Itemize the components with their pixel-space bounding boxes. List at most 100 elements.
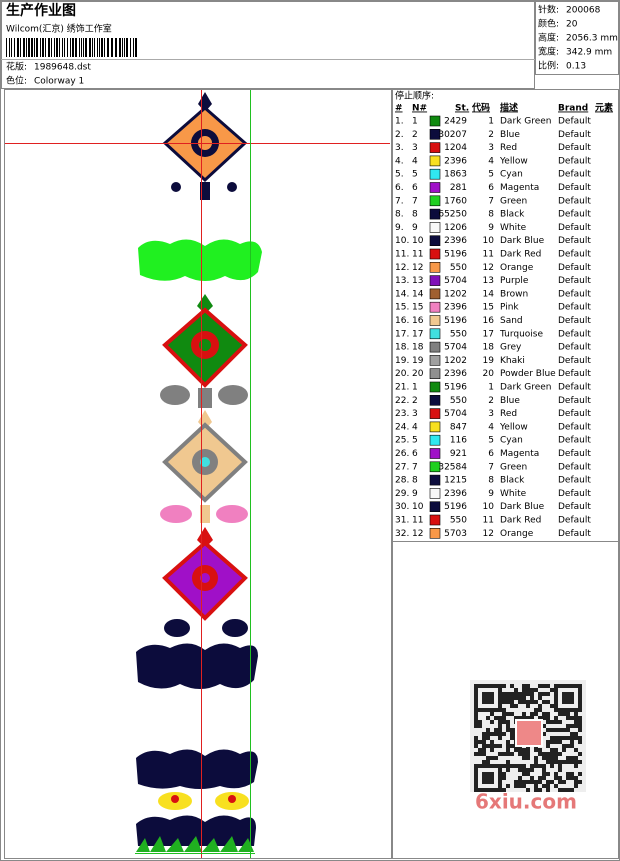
qr-module [562,788,566,792]
cell: 10 [412,502,424,512]
cell: 4 [412,156,418,166]
cell: 2 [488,130,494,140]
qr-module [494,732,498,736]
motif [160,505,192,523]
qr-module [538,764,542,768]
bar [26,38,27,57]
qr-module [554,728,558,732]
qr-module [534,712,538,716]
qr-module [486,732,490,736]
qr-module [518,692,522,696]
qr-module [482,760,486,764]
cell: 2396 [444,156,467,166]
qr-module [546,684,550,688]
qr-module [574,760,578,764]
qr-module [478,748,482,752]
qr-module [562,744,566,748]
cell: 3 [412,143,418,153]
cell: 12. [395,263,409,273]
cell: 20 [412,369,424,379]
bar [59,38,60,57]
qr-module [570,692,574,696]
qr-module [534,688,538,692]
qr-module [570,684,574,688]
qr-module [538,716,542,720]
stat-label: 宽度: [538,46,559,58]
qr-module [578,740,582,744]
qr-module [574,708,578,712]
qr-module [522,780,526,784]
qr-module [482,780,486,784]
colorway-label: 色位: [6,75,27,87]
qr-module [506,700,510,704]
cell: 12 [483,263,494,273]
qr-module [550,764,554,768]
qr-module [546,784,550,788]
qr-module [526,716,530,720]
qr-module [522,684,526,688]
color-swatch [429,182,441,193]
qr-module [474,788,478,792]
qr-module [490,776,494,780]
bar [48,38,50,57]
qr-module [534,756,538,760]
color-swatch [429,142,441,153]
cell: Default [558,303,591,313]
qr-module [574,784,578,788]
qr-module [498,772,502,776]
cell: 5704 [444,409,467,419]
qr-module [554,760,558,764]
qr-module [578,692,582,696]
cell: 29. [395,489,409,499]
qr-module [566,700,570,704]
qr-module [570,776,574,780]
cell: 5704 [444,276,467,286]
qr-module [526,688,530,692]
qr-module [510,764,514,768]
bar [28,38,30,57]
cell: Default [558,356,591,366]
qr-module [578,688,582,692]
qr-module [554,720,558,724]
qr-module [494,684,498,688]
qr-module [558,752,562,756]
qr-module [546,716,550,720]
qr-module [502,684,506,688]
qr-module [482,788,486,792]
cell: 5. [395,170,404,180]
cell: 6. [395,183,404,193]
cell: Yellow [499,422,528,432]
qr-module [562,780,566,784]
color-swatch [429,235,441,246]
qr-module [554,696,558,700]
cell: 8 [412,210,418,220]
cell: 17 [412,329,423,339]
qr-module [510,712,514,716]
qr-module [546,752,550,756]
qr-module [474,784,478,788]
qr-module [482,696,486,700]
cell: 550 [450,396,467,406]
cell: 12 [412,529,423,539]
grass [136,836,254,852]
qr-module [490,764,494,768]
cell: 550 [450,516,467,526]
cell: 17. [395,329,409,339]
color-swatch [429,129,441,140]
cell: 16 [483,316,495,326]
qr-module [490,788,494,792]
bar [133,38,134,57]
bar [64,38,65,57]
column-header: N# [412,104,427,114]
cell: 3 [412,409,418,419]
qr-module [542,684,546,688]
qr-module [534,784,538,788]
qr-module [506,728,510,732]
color-swatch [429,421,441,433]
qr-module [514,748,518,752]
qr-module [562,736,566,740]
cell: Default [558,170,591,180]
qr-module [538,684,542,688]
qr-module [566,744,570,748]
cell: 1202 [444,289,467,299]
